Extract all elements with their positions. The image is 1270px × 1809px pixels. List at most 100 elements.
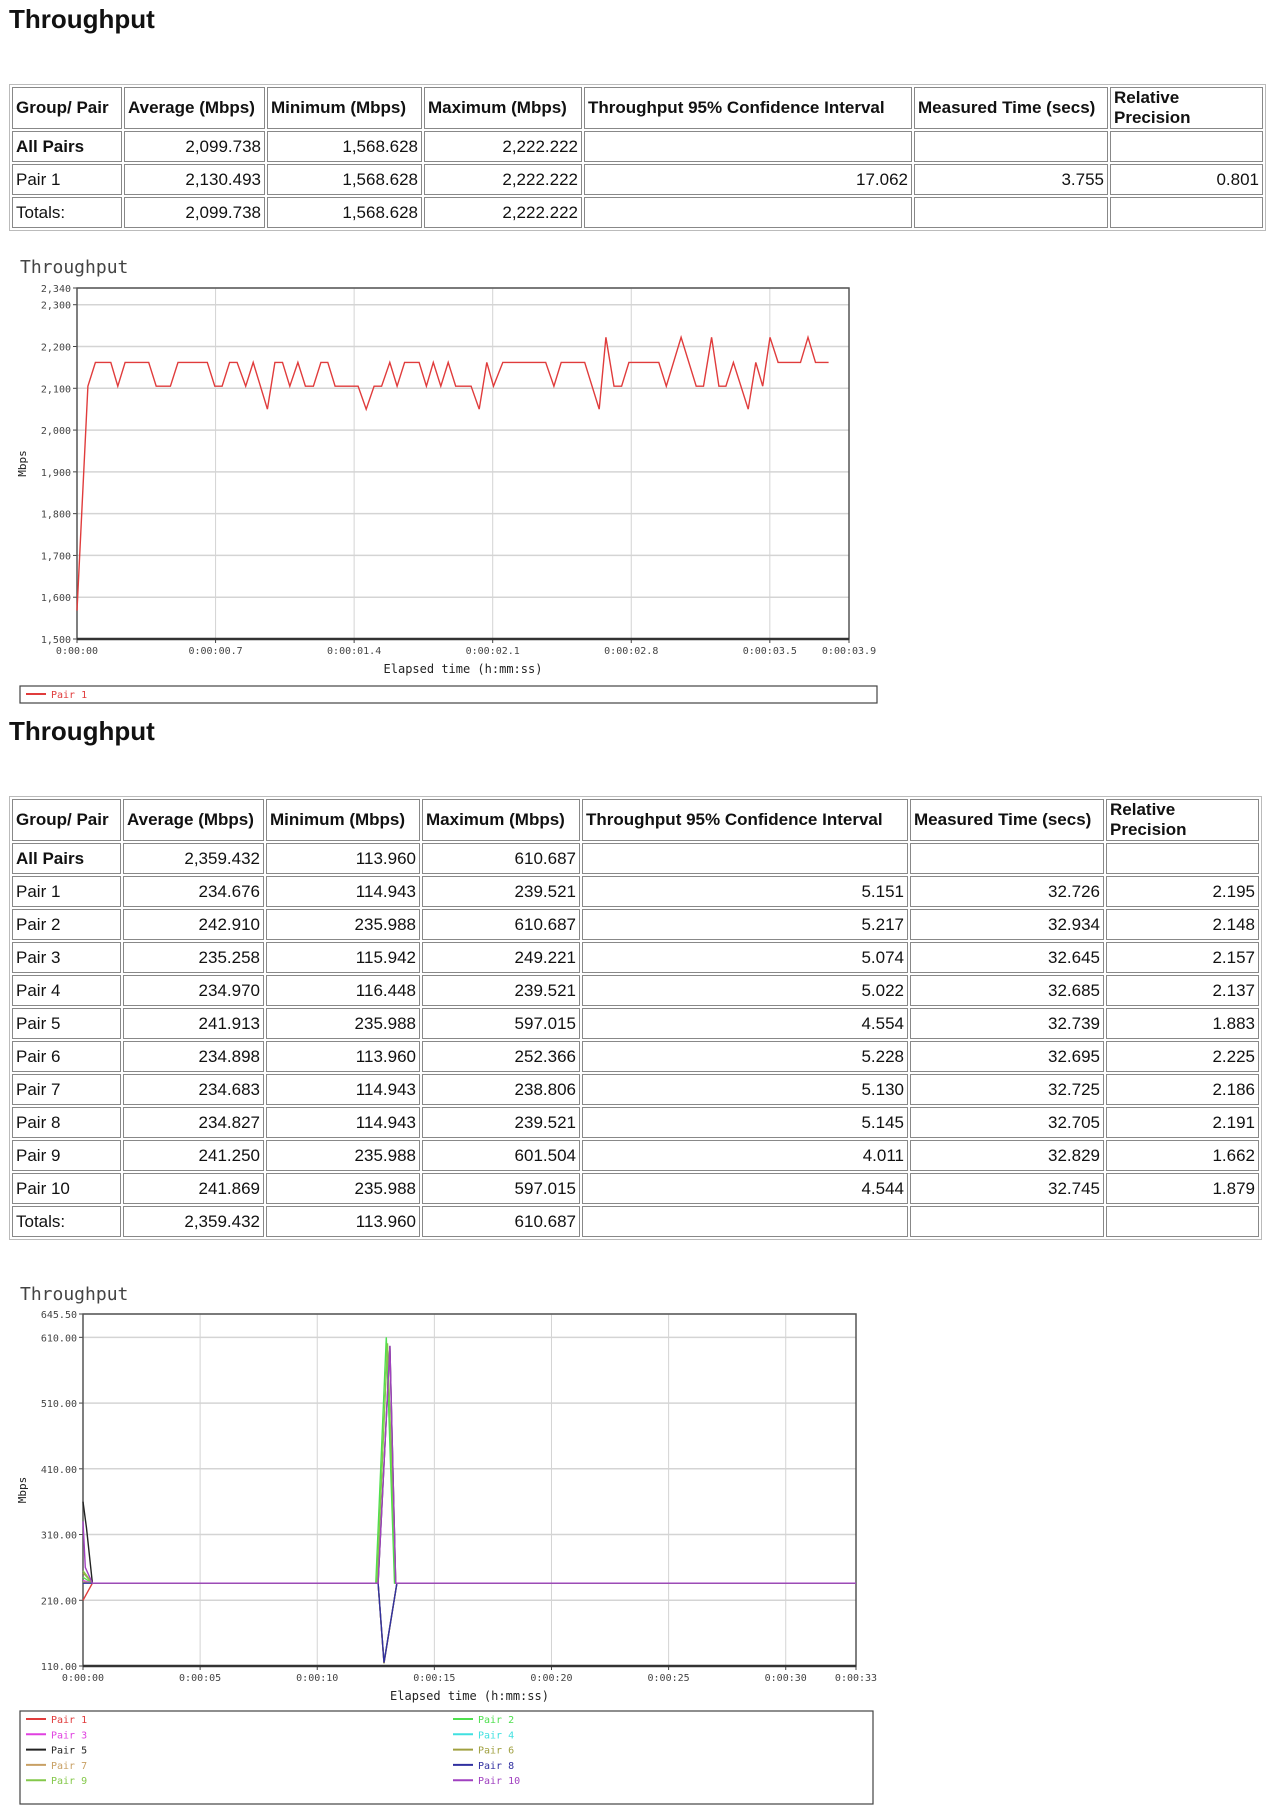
table-cell — [1106, 1206, 1259, 1237]
table-row: Pair 8 234.827 114.943 239.521 5.145 32.705 2.… — [12, 1107, 1259, 1138]
table-row: Pair 6 234.898 113.960 252.366 5.228 32.695 2.… — [12, 1041, 1259, 1072]
table-cell — [910, 1206, 1104, 1237]
table-row: Pair 1 234.676 114.943 239.521 5.151 32.726 2.… — [12, 876, 1259, 907]
table-cell: 1,568.628 — [267, 131, 422, 162]
x-tick-label: 0:00:15 — [413, 1673, 455, 1684]
table-cell: 2.225 — [1106, 1041, 1259, 1072]
table-cell: 1,568.628 — [267, 164, 422, 195]
table-cell — [914, 197, 1108, 228]
series-line-pair-10 — [82, 1345, 856, 1584]
x-tick-label: 0:00:25 — [648, 1673, 690, 1684]
table-cell: 32.695 — [910, 1041, 1104, 1072]
table-cell: 1.662 — [1106, 1140, 1259, 1171]
series-line-pair-2 — [82, 1337, 856, 1584]
series-line-pair-3 — [82, 1579, 856, 1663]
table-cell: 17.062 — [584, 164, 912, 195]
y-tick-label: 510.00 — [41, 1399, 77, 1410]
legend-label: Pair 2 — [478, 1715, 514, 1726]
table-cell: 2,222.222 — [424, 131, 582, 162]
table-cell: 5.022 — [582, 975, 908, 1006]
table-cell: 2,130.493 — [124, 164, 265, 195]
row-label: All Pairs — [12, 131, 122, 162]
table-cell: 234.970 — [123, 975, 264, 1006]
x-tick-label: 0:00:01.4 — [327, 646, 381, 657]
table-row: Pair 7 234.683 114.943 238.806 5.130 32.725 2.… — [12, 1074, 1259, 1105]
x-tick-label: 0:00:00.7 — [188, 646, 242, 657]
table-cell: 113.960 — [266, 1206, 420, 1237]
series-line-pair-5 — [82, 1345, 856, 1584]
x-axis-label: Elapsed time (h:mm:ss) — [384, 662, 543, 676]
table-cell: 2.157 — [1106, 942, 1259, 973]
table-cell: 234.827 — [123, 1107, 264, 1138]
legend-label: Pair 7 — [51, 1761, 87, 1772]
legend-label: Pair 3 — [51, 1730, 87, 1741]
table-row: Pair 3 235.258 115.942 249.221 5.074 32.645 2.… — [12, 942, 1259, 973]
table-cell: 2,099.738 — [124, 131, 265, 162]
table-cell: 235.988 — [266, 1008, 420, 1039]
table-cell: 4.544 — [582, 1173, 908, 1204]
y-tick-label: 1,800 — [41, 510, 71, 521]
table-row: Totals: 2,359.432 113.960 610.687 — [12, 1206, 1259, 1237]
table-cell: 5.228 — [582, 1041, 908, 1072]
table-cell: 597.015 — [422, 1008, 580, 1039]
table-cell: 1.879 — [1106, 1173, 1259, 1204]
table-cell: 239.521 — [422, 1107, 580, 1138]
table-cell: 114.943 — [266, 876, 420, 907]
legend-label: Pair 4 — [478, 1730, 514, 1741]
throughput-chart: Throughput 0:00:00 0:00:00.7 0:00:01.4 0:00:… — [16, 257, 878, 704]
row-label: Pair 3 — [12, 942, 121, 973]
table-cell — [1106, 843, 1259, 874]
x-axis-label: Elapsed time (h:mm:ss) — [390, 1689, 549, 1703]
table-cell: 239.521 — [422, 975, 580, 1006]
y-tick-label: 410.00 — [41, 1465, 77, 1476]
column-header: Relative Precision — [1110, 87, 1263, 129]
y-tick-label: 2,200 — [41, 343, 71, 354]
x-tick-label: 0:00:00 — [56, 646, 98, 657]
x-tick-label: 0:00:02.8 — [604, 646, 658, 657]
row-label: Pair 2 — [12, 909, 121, 940]
throughput-stats-table: Group/ Pair Average (Mbps) Minimum (Mbps) M… — [9, 84, 1266, 231]
table-cell: 1,568.628 — [267, 197, 422, 228]
table-cell: 32.726 — [910, 876, 1104, 907]
table-cell: 242.910 — [123, 909, 264, 940]
y-axis-label: Mbps — [16, 450, 29, 477]
row-label: Pair 6 — [12, 1041, 121, 1072]
table-cell: 115.942 — [266, 942, 420, 973]
y-tick-label: 310.00 — [41, 1531, 77, 1542]
table-cell: 235.988 — [266, 1173, 420, 1204]
column-header: Maximum (Mbps) — [422, 799, 580, 841]
y-tick-label: 110.00 — [41, 1662, 77, 1673]
table-cell: 32.934 — [910, 909, 1104, 940]
table-row: Pair 10 241.869 235.988 597.015 4.544 32.745 1… — [12, 1173, 1259, 1204]
table-cell: 5.145 — [582, 1107, 908, 1138]
chart-title: Throughput — [20, 1284, 128, 1305]
table-cell: 32.745 — [910, 1173, 1104, 1204]
x-tick-label: 0:00:05 — [179, 1673, 221, 1684]
table-cell: 235.258 — [123, 942, 264, 973]
table-cell — [910, 843, 1104, 874]
series-line-pair-9 — [82, 1343, 856, 1584]
x-tick-label: 0:00:33 — [835, 1673, 877, 1684]
x-tick-label: 0:00:03.9 — [822, 646, 876, 657]
row-label: Pair 4 — [12, 975, 121, 1006]
table-cell: 238.806 — [422, 1074, 580, 1105]
table-cell: 113.960 — [266, 1041, 420, 1072]
plot-area — [82, 1313, 857, 1667]
row-label: Totals: — [12, 197, 122, 228]
row-label: Pair 10 — [12, 1173, 121, 1204]
table-cell: 610.687 — [422, 843, 580, 874]
row-label: Pair 5 — [12, 1008, 121, 1039]
legend-label: Pair 1 — [51, 1715, 87, 1726]
y-tick-label: 610.00 — [41, 1333, 77, 1344]
column-header: Minimum (Mbps) — [267, 87, 422, 129]
table-cell: 597.015 — [422, 1173, 580, 1204]
row-label: Pair 1 — [12, 164, 122, 195]
column-header: Measured Time (secs) — [914, 87, 1108, 129]
table-cell: 2,359.432 — [123, 843, 264, 874]
table-row: All Pairs 2,359.432 113.960 610.687 — [12, 843, 1259, 874]
section-title: Throughput — [9, 4, 155, 34]
table-row: Pair 4 234.970 116.448 239.521 5.022 32.685 2.… — [12, 975, 1259, 1006]
row-label: Pair 7 — [12, 1074, 121, 1105]
y-tick-label: 1,600 — [41, 593, 71, 604]
table-cell: 234.898 — [123, 1041, 264, 1072]
